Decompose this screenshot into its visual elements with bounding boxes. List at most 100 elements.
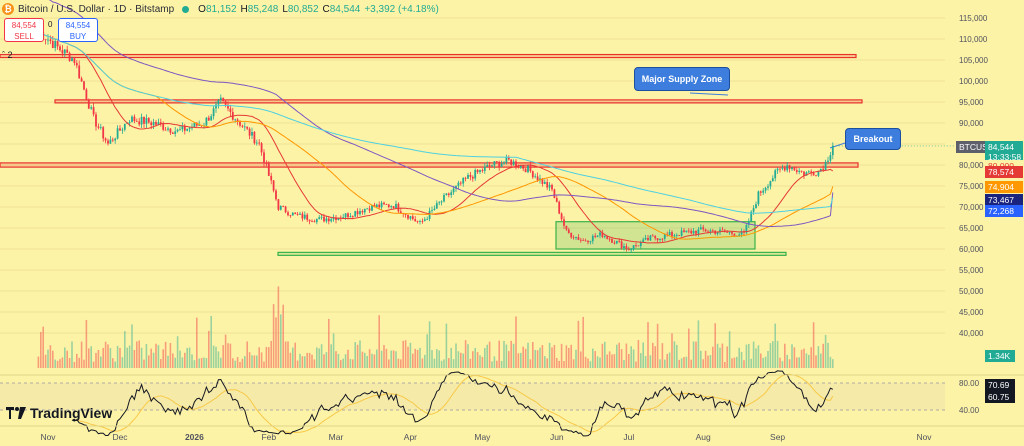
volume-bar [457, 351, 460, 368]
candle-body [111, 139, 114, 141]
volume-bar [695, 341, 697, 368]
candle-body [282, 206, 285, 207]
candle-body [519, 165, 522, 168]
candle-body [512, 161, 515, 165]
candle-body [47, 39, 49, 41]
volume-bar [102, 347, 104, 368]
symbol-title[interactable]: Bitcoin / U.S. Dollar · 1D · Bitstamp [18, 3, 175, 15]
tradingview-logo[interactable]: TradingView [6, 405, 112, 421]
candle-body [152, 122, 155, 126]
candle-body [109, 139, 112, 144]
candle-body [601, 232, 604, 237]
candle-body [66, 49, 69, 53]
volume-bar [424, 354, 426, 368]
candle-body [387, 204, 390, 208]
volume-bar [541, 345, 544, 368]
candle-body [272, 180, 275, 191]
volume-bar [244, 356, 246, 368]
collapse-indicators-button[interactable]: ˆ 2 [2, 50, 13, 60]
volume-bar [397, 358, 400, 368]
candle-body [313, 221, 316, 223]
x-tick-label: 2026 [185, 432, 204, 442]
volume-bar [618, 342, 620, 368]
volume-bar [716, 343, 719, 368]
candle-body [431, 210, 433, 211]
volume-bar [47, 349, 49, 368]
candle-body [167, 128, 169, 130]
volume-bar [97, 349, 100, 368]
candle-body [219, 97, 222, 101]
volume-bar [517, 353, 520, 368]
candle-body [92, 107, 95, 115]
candle-body [378, 204, 381, 208]
candle-body [536, 176, 539, 181]
candle-body [373, 204, 376, 207]
volume-bar [524, 348, 527, 368]
volume-bar [318, 348, 320, 368]
volume-bar [532, 341, 534, 368]
volume-bar [325, 352, 328, 368]
candle-body [421, 220, 424, 222]
candle-body [829, 155, 832, 161]
volume-bar [186, 347, 188, 368]
candle-body [807, 171, 810, 173]
candle-body [270, 175, 273, 181]
candle-body [51, 41, 54, 49]
candle-body [695, 230, 697, 234]
volume-bar [784, 343, 786, 368]
candle-body [745, 224, 748, 233]
candle-body [627, 249, 630, 250]
callout-pointer [689, 92, 729, 96]
candle-body [642, 239, 645, 243]
sell-button[interactable]: 84,554 SELL [4, 18, 44, 42]
candle-body [248, 128, 251, 136]
candle-body [476, 169, 479, 173]
candle-body [699, 227, 702, 230]
volume-bar [335, 351, 337, 368]
volume-bar [772, 341, 774, 368]
candle-body [155, 122, 157, 125]
volume-bar [140, 347, 143, 368]
candle-body [697, 229, 700, 234]
low-label: L [282, 3, 288, 15]
candle-body [368, 208, 371, 211]
volume-bar [599, 357, 601, 368]
volume-bar [251, 355, 253, 368]
candle-body [510, 159, 513, 165]
x-tick-label: Apr [404, 432, 417, 442]
candle-body [323, 216, 325, 222]
candle-body [716, 232, 719, 234]
candle-body [440, 201, 443, 203]
volume-bar [376, 349, 378, 368]
moving-average-line [38, 30, 834, 214]
volume-bar [301, 356, 304, 368]
candle-body [524, 168, 527, 173]
volume-bar [788, 359, 791, 368]
volume-bar [671, 333, 673, 368]
candle-body [819, 168, 822, 172]
volume-bar [668, 352, 671, 368]
candle-body [635, 245, 637, 246]
volume-bar [486, 344, 488, 368]
candle-body [515, 161, 517, 167]
candle-body [351, 216, 354, 217]
candle-body [558, 201, 561, 214]
candle-body [615, 240, 618, 244]
volume-bar [769, 343, 772, 368]
moving-average-line [38, 30, 834, 244]
high-label: H [240, 3, 248, 15]
volume-bar [719, 347, 721, 368]
candle-body [347, 213, 349, 218]
volume-bar [371, 353, 373, 368]
volume-bar [568, 347, 570, 368]
volume-bar [212, 345, 215, 368]
volume-bar [256, 355, 258, 368]
candle-body [471, 176, 474, 179]
candle-body [255, 142, 258, 144]
volume-bar [342, 358, 344, 368]
volume-bar [282, 304, 284, 368]
candle-body [193, 122, 196, 128]
volume-bar [316, 347, 318, 368]
buy-button[interactable]: 84,554 BUY [58, 18, 98, 42]
